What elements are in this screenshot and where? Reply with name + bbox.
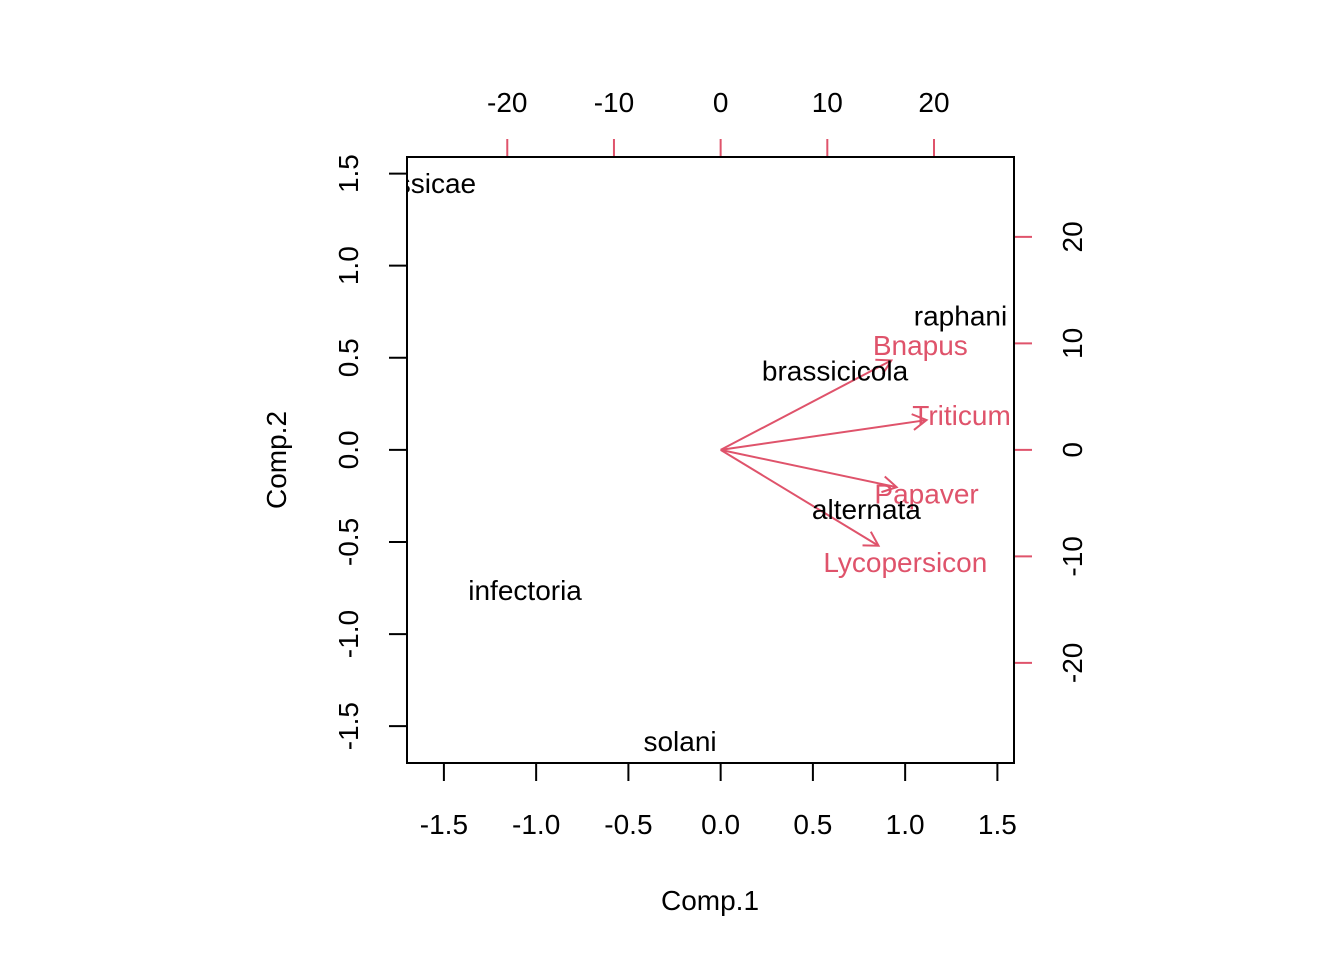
point-label: brassicicola [762,356,909,387]
loading-label: Papaver [874,478,978,509]
y-tick-label: 0.0 [333,430,364,469]
loading-arrowhead [881,475,899,494]
x-axis-title: Comp.1 [661,885,759,916]
y-axis-title: Comp.2 [261,411,292,509]
x-tick-label: 0.0 [701,809,740,840]
top-tick-label: 20 [918,87,949,118]
top-tick-label: 0 [713,87,729,118]
loading-label: Bnapus [873,330,968,361]
top-tick-label: -20 [487,87,527,118]
right-tick-label: -10 [1057,536,1088,576]
loading-arrow [720,448,897,489]
point-label: solani [643,726,716,757]
right-tick-label: -20 [1057,643,1088,683]
x-tick-label: -1.5 [420,809,468,840]
loading-arrows: Bnapus Triticum Papaver Lycopersicon [720,330,1011,578]
loading-arrowhead [911,413,929,431]
loading-label: Triticum [912,400,1011,431]
x-axis-top-loadings: -20 -10 0 10 20 [487,87,950,158]
loading-arrowhead [875,358,894,375]
point-label: brassicae [356,168,476,199]
y-tick-label: 1.5 [333,154,364,193]
y-axis-left: -1.5 -1.0 -0.5 0.0 0.5 1.0 1.5 [333,154,408,750]
x-axis-bottom: -1.5 -1.0 -0.5 0.0 0.5 1.0 1.5 [420,762,1017,840]
y-tick-label: -1.0 [333,610,364,658]
loading-arrow [720,449,880,547]
loading-arrowhead [862,531,881,547]
top-tick-label: 10 [812,87,843,118]
point-label: infectoria [468,575,582,606]
y-tick-label: 0.5 [333,338,364,377]
loading-label: Lycopersicon [823,547,987,578]
y-tick-label: 1.0 [333,246,364,285]
plot-frame [406,156,1015,764]
x-tick-label: -0.5 [604,809,652,840]
loading-arrow [720,359,892,451]
right-tick-label: 10 [1057,328,1088,359]
y-tick-label: -0.5 [333,518,364,566]
x-tick-label: -1.0 [512,809,560,840]
point-label: raphani [914,300,1007,331]
right-tick-label: 20 [1057,221,1088,252]
x-tick-label: 1.0 [886,809,925,840]
right-tick-label: 0 [1057,442,1088,458]
y-tick-label: -1.5 [333,702,364,750]
loading-arrow [720,419,927,451]
plot-region: Bnapus Triticum Papaver Lycopersicon brassi… [356,168,1011,757]
y-axis-right-loadings: -20 -10 0 10 20 [1013,221,1088,683]
x-tick-label: 0.5 [793,809,832,840]
top-tick-label: -10 [594,87,634,118]
x-tick-label: 1.5 [978,809,1017,840]
point-label: alternata [812,494,921,525]
